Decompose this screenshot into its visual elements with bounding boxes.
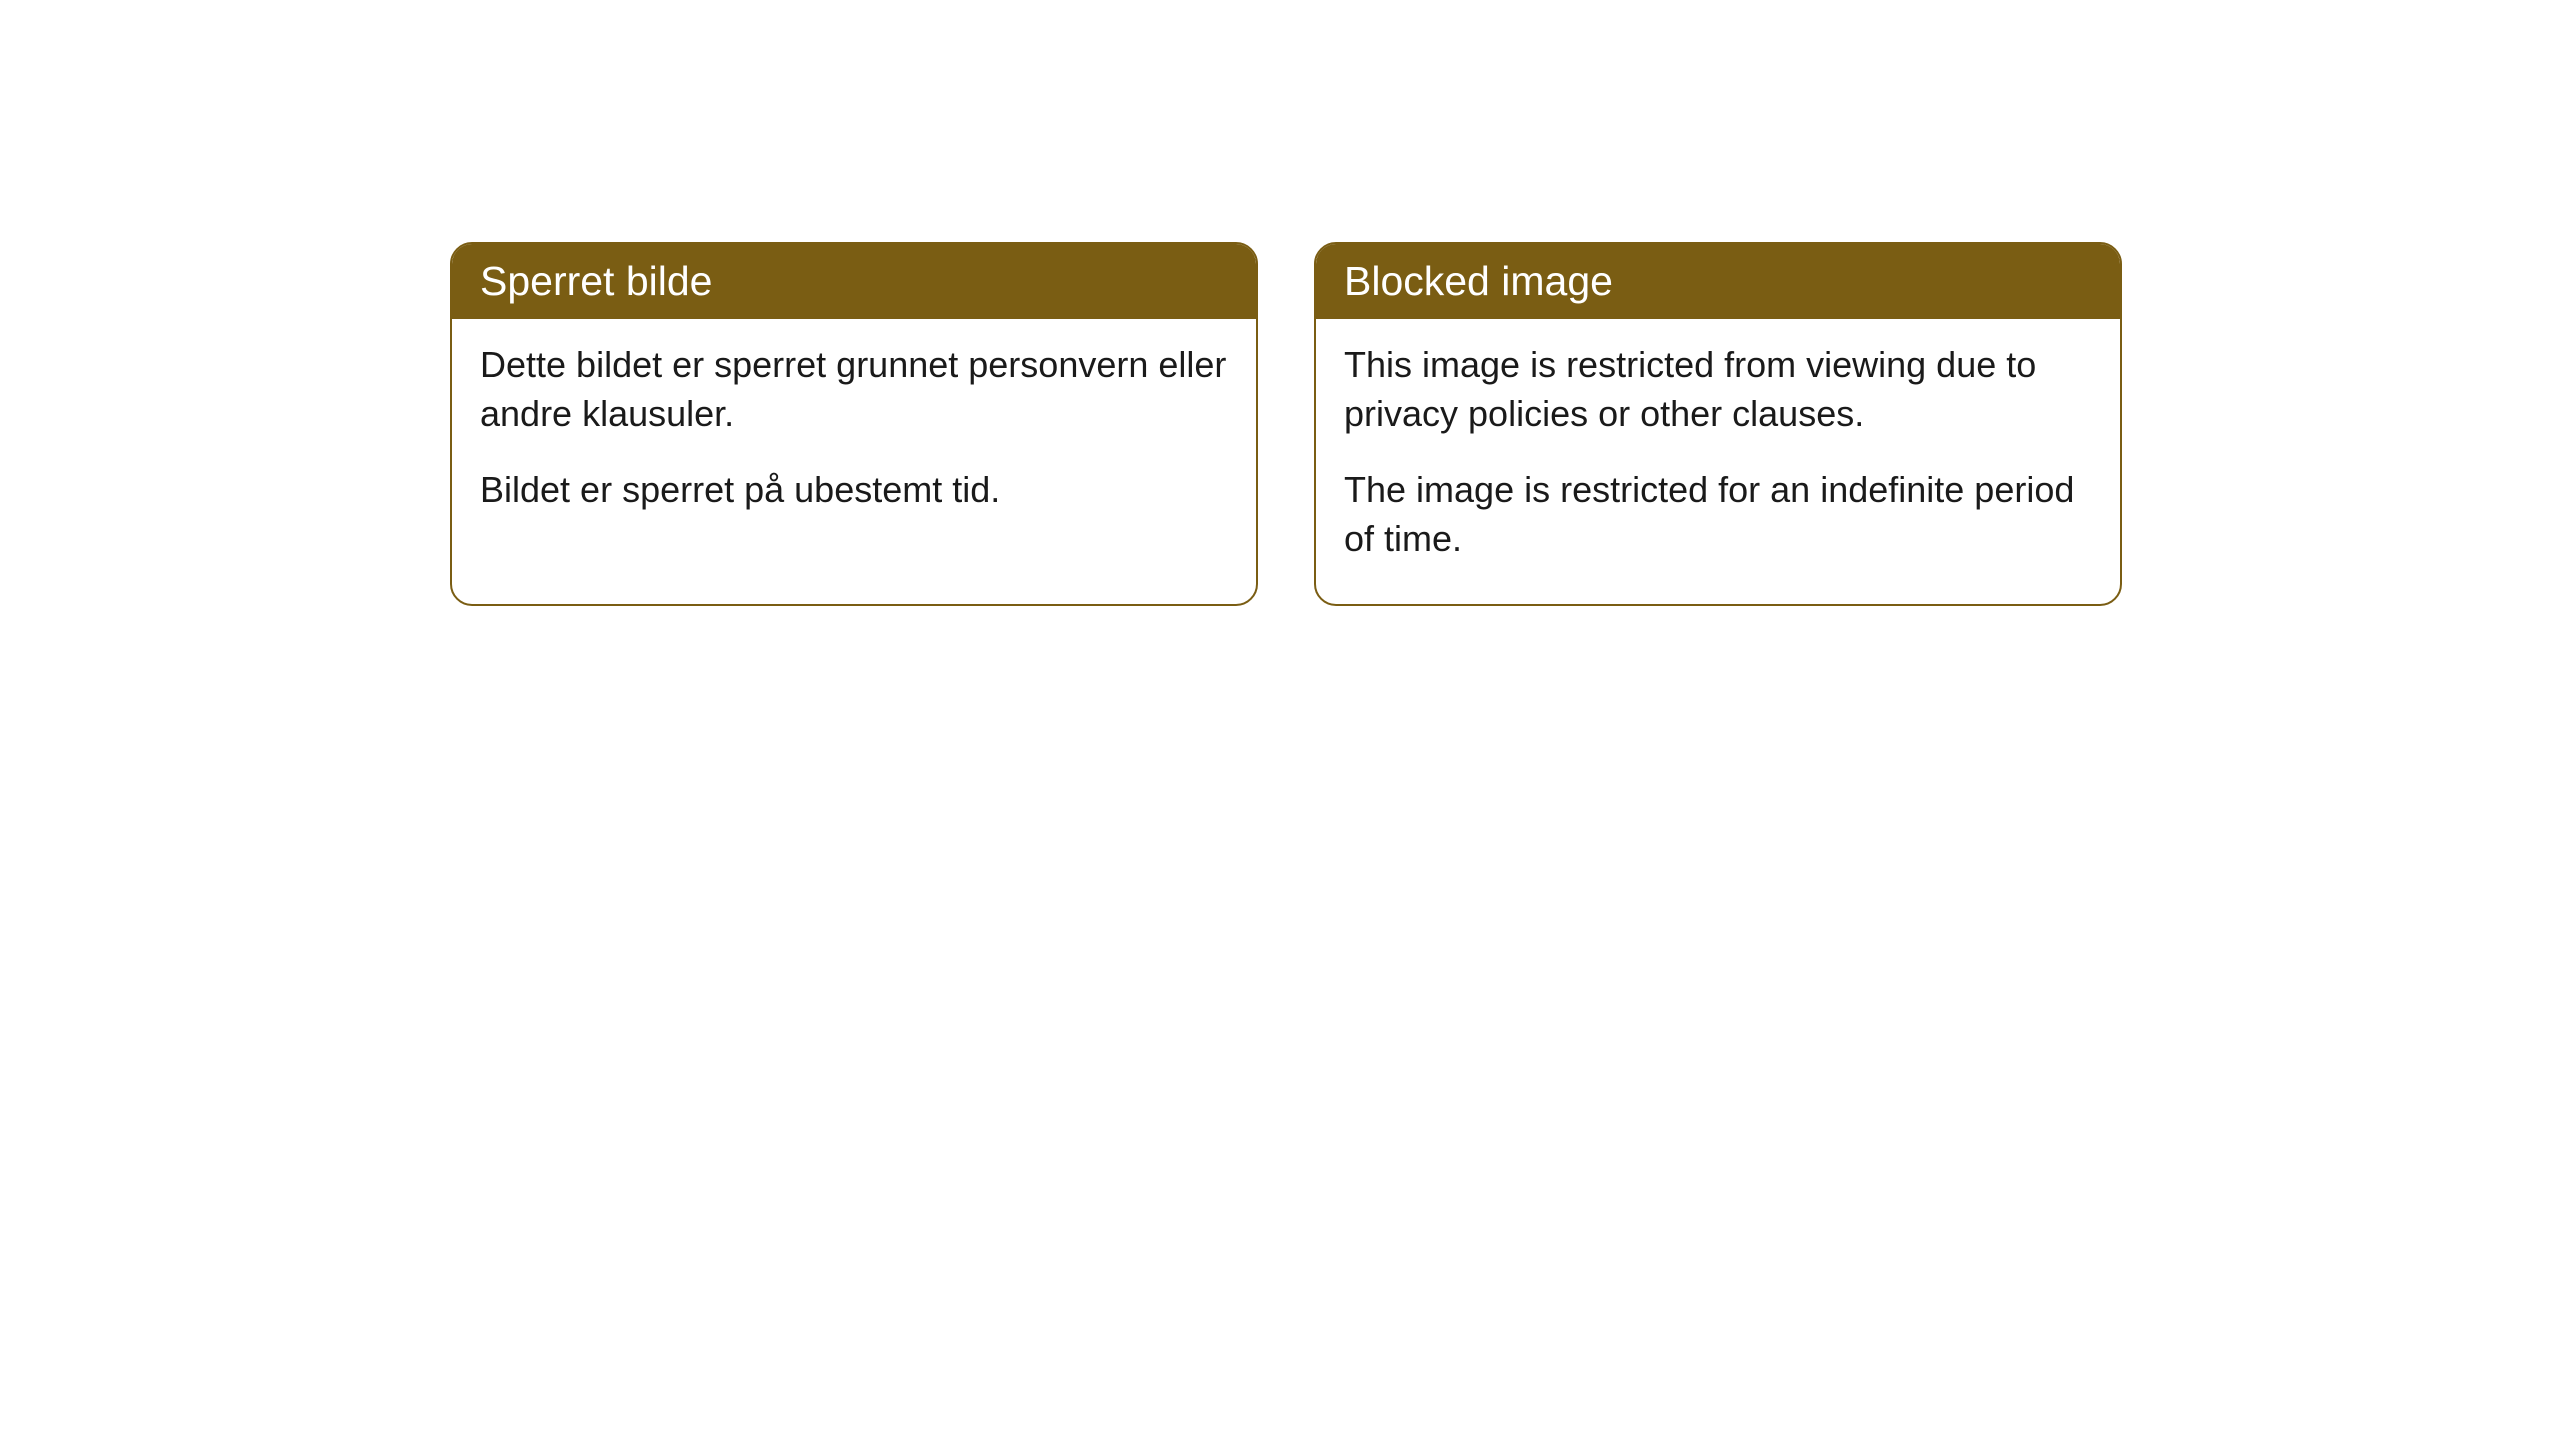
card-body-norwegian: Dette bildet er sperret grunnet personve… bbox=[452, 319, 1256, 555]
card-header-english: Blocked image bbox=[1316, 244, 2120, 319]
card-header-norwegian: Sperret bilde bbox=[452, 244, 1256, 319]
card-paragraph: The image is restricted for an indefinit… bbox=[1344, 466, 2092, 563]
card-body-english: This image is restricted from viewing du… bbox=[1316, 319, 2120, 603]
card-paragraph: This image is restricted from viewing du… bbox=[1344, 341, 2092, 438]
card-title: Sperret bilde bbox=[480, 258, 712, 304]
card-paragraph: Bildet er sperret på ubestemt tid. bbox=[480, 466, 1228, 515]
notice-card-norwegian: Sperret bilde Dette bildet er sperret gr… bbox=[450, 242, 1258, 606]
notice-card-english: Blocked image This image is restricted f… bbox=[1314, 242, 2122, 606]
notice-cards-container: Sperret bilde Dette bildet er sperret gr… bbox=[0, 0, 2560, 606]
card-title: Blocked image bbox=[1344, 258, 1613, 304]
card-paragraph: Dette bildet er sperret grunnet personve… bbox=[480, 341, 1228, 438]
